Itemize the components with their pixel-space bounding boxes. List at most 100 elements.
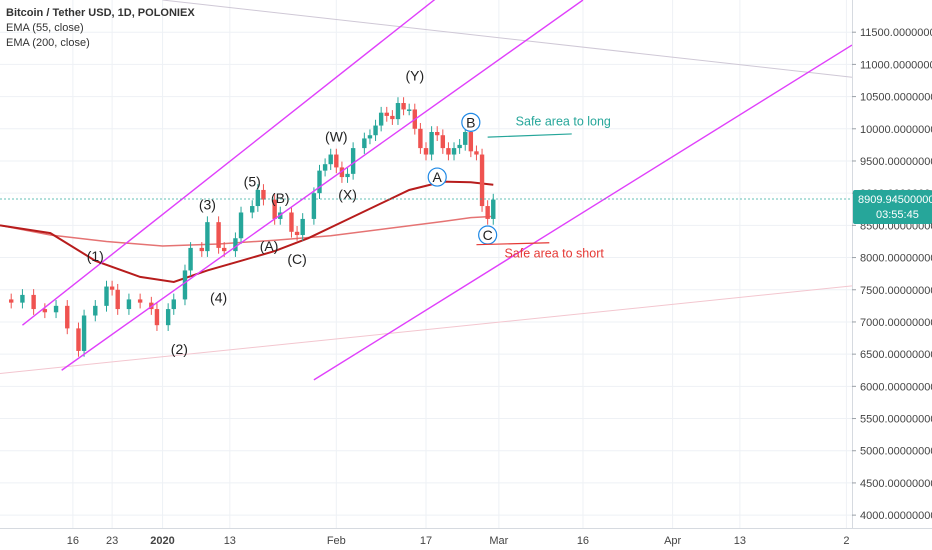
candle-body xyxy=(272,199,277,219)
candle-body xyxy=(435,132,440,136)
last-price-value: 8909.94500000 xyxy=(858,194,932,206)
symbol-title[interactable]: Bitcoin / Tether USD, 1D, POLONIEX xyxy=(6,7,195,19)
candle-body xyxy=(238,212,244,239)
y-tick-label: 10000.00000000 xyxy=(860,124,932,136)
ema-200-line xyxy=(0,215,494,247)
candle-body xyxy=(485,206,490,219)
candle-body xyxy=(109,286,115,290)
y-tick-label: 4000.00000000 xyxy=(860,510,932,522)
candle-body xyxy=(250,206,255,213)
candle-body xyxy=(93,305,98,316)
candle-body xyxy=(165,309,171,326)
candle-body xyxy=(429,132,434,155)
candle-body xyxy=(205,222,210,252)
y-tick-label: 10500.00000000 xyxy=(860,92,932,104)
candle-body xyxy=(401,103,406,110)
y-tick-label: 5500.00000000 xyxy=(860,414,932,426)
y-tick-label: 7000.00000000 xyxy=(860,317,932,329)
short-zone-line xyxy=(476,242,550,246)
bar-countdown: 03:55:45 xyxy=(876,209,919,221)
wave-label: (Y) xyxy=(405,67,424,83)
candle-body xyxy=(137,299,143,303)
x-tick-label: 16 xyxy=(67,535,79,547)
channel-line xyxy=(313,44,853,381)
wave-label: (4) xyxy=(210,290,227,306)
chart-legend: Bitcoin / Tether USD, 1D, POLONIEX EMA (… xyxy=(6,6,195,51)
wave-circle xyxy=(427,167,447,187)
trend-line xyxy=(162,0,853,78)
candle-body xyxy=(322,164,328,171)
ema-lines xyxy=(0,180,494,284)
candle-body xyxy=(457,144,462,149)
candle-body xyxy=(491,199,496,219)
ema-55-legend[interactable]: EMA (55, close) xyxy=(6,22,84,34)
candle-body xyxy=(311,193,317,219)
ema-200-legend[interactable]: EMA (200, close) xyxy=(6,37,90,49)
candle-body xyxy=(115,289,120,310)
candle-body xyxy=(334,154,339,168)
x-tick-label: Feb xyxy=(327,535,346,547)
y-tick-label: 11000.00000000 xyxy=(860,59,932,71)
candle-body xyxy=(289,212,294,232)
candle-body xyxy=(468,132,474,152)
safe-long-note: Safe area to long xyxy=(516,115,611,129)
candle-body xyxy=(294,231,300,236)
candle-body xyxy=(384,112,389,116)
last-price-badge xyxy=(853,189,932,224)
candle-body xyxy=(53,305,59,313)
wave-label: (X) xyxy=(338,187,357,203)
circled-wave-label: A xyxy=(433,169,443,185)
safe-short-note: Safe area to short xyxy=(504,247,604,261)
y-tick-label: 6000.00000000 xyxy=(860,381,932,393)
x-tick-label: 2 xyxy=(843,535,849,547)
candle-body xyxy=(126,299,132,310)
candle-body xyxy=(479,154,485,207)
x-tick-label: 13 xyxy=(734,535,746,547)
x-tick-label: 23 xyxy=(106,535,118,547)
candle-body xyxy=(9,299,14,303)
candlesticks xyxy=(9,97,496,357)
candle-body xyxy=(395,103,401,120)
candle-body xyxy=(261,189,266,200)
wave-label: (A) xyxy=(260,238,279,254)
y-tick-label: 5000.00000000 xyxy=(860,446,932,458)
y-tick-label: 9500.00000000 xyxy=(860,156,932,168)
candle-body xyxy=(255,189,261,207)
candle-body xyxy=(42,309,48,313)
candle-body xyxy=(317,170,322,194)
price-axis[interactable]: 4000.00000000 4500.00000000 5000.00000000 5… xyxy=(852,27,932,522)
candle-body xyxy=(440,135,446,149)
candle-body xyxy=(328,154,333,165)
y-tick-label: 7500.00000000 xyxy=(860,285,932,297)
last-price-tag: 8909.94500000 03:55:45 xyxy=(0,189,932,224)
candle-body xyxy=(182,270,188,300)
ema-55-line xyxy=(0,180,494,284)
annotations: Safe area to long Safe area to short xyxy=(476,115,611,261)
candle-body xyxy=(474,151,479,155)
candle-body xyxy=(406,109,412,111)
candle-body xyxy=(81,315,87,351)
wave-label: (1) xyxy=(87,248,104,264)
y-tick-label: 6500.00000000 xyxy=(860,349,932,361)
candle-body xyxy=(76,328,81,351)
wave-label: (B) xyxy=(271,190,290,206)
x-tick-label: 17 xyxy=(420,535,432,547)
y-tick-label: 11500.00000000 xyxy=(860,27,932,39)
candle-body xyxy=(451,148,457,155)
candle-body xyxy=(339,167,345,178)
circled-wave-label: C xyxy=(483,227,493,243)
wave-labels: (1) (2) (3) (4) (5) (B) (A) (C) (W) (X) (Y) A B C xyxy=(87,67,498,357)
wave-circle xyxy=(461,112,481,132)
wave-label: (3) xyxy=(199,196,216,212)
long-zone-line xyxy=(487,133,572,138)
candle-body xyxy=(65,305,70,329)
wave-label: (W) xyxy=(325,129,348,145)
candle-body xyxy=(222,247,227,252)
candle-body xyxy=(350,148,356,174)
time-axis[interactable]: 16 23 2020 13 Feb 17 Mar 16 Apr 13 2 xyxy=(67,535,850,547)
candle-body xyxy=(216,222,221,248)
candle-body xyxy=(171,299,176,310)
y-tick-label: 4500.00000000 xyxy=(860,478,932,490)
candle-body xyxy=(300,218,305,236)
